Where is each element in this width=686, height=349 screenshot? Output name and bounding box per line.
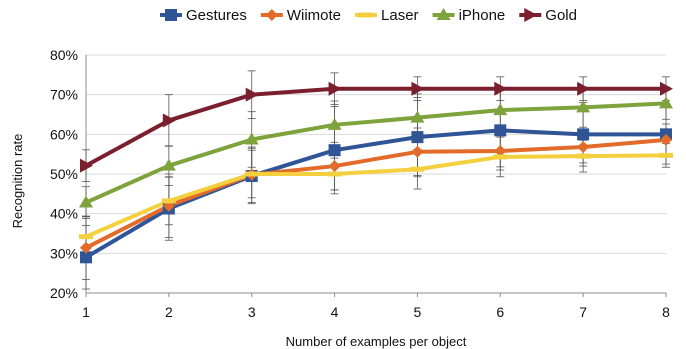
series-line: [85, 86, 666, 168]
arrow-marker: [245, 87, 259, 102]
y-tick-label: 50%: [50, 166, 78, 182]
triangle-marker: [576, 100, 591, 113]
x-tick-label: 6: [496, 304, 504, 320]
series-line: [85, 101, 667, 205]
x-tick-label: 4: [331, 304, 339, 320]
legend-label: Wiimote: [287, 7, 341, 24]
legend-label: Gestures: [186, 7, 247, 24]
triangle-marker: [327, 117, 342, 130]
arrow-marker: [524, 8, 538, 22]
triangle-marker: [79, 195, 93, 208]
arrow-marker: [80, 158, 93, 173]
arrow-marker: [660, 81, 673, 96]
legend-item: Wiimote: [260, 7, 341, 24]
y-axis-title: Recognition rate: [10, 134, 25, 229]
triangle-marker: [410, 110, 425, 123]
dash-marker: [161, 198, 176, 204]
diamond-marker: [577, 141, 590, 154]
x-tick-label: 5: [414, 304, 422, 320]
square-marker: [165, 9, 177, 21]
grid-lines: [86, 54, 666, 294]
dash-marker: [410, 166, 425, 172]
square-marker: [80, 251, 92, 264]
x-tick-label: 8: [662, 304, 670, 320]
legend-item: iPhone: [432, 7, 506, 24]
arrow-marker: [494, 81, 508, 96]
triangle-marker: [436, 8, 451, 20]
legend-item: Gold: [519, 7, 577, 24]
x-axis-title: Number of examples per object: [286, 334, 467, 349]
diamond-marker: [494, 144, 507, 157]
diamond-marker: [411, 145, 424, 158]
diamond-marker: [265, 9, 278, 21]
y-tick-label: 20%: [50, 285, 78, 301]
dash-marker: [327, 171, 342, 177]
arrow-marker: [162, 113, 176, 128]
square-marker: [411, 131, 424, 144]
square-marker: [577, 128, 590, 141]
square-marker: [328, 144, 341, 157]
legend-label: Gold: [545, 7, 577, 24]
legend-item: Gestures: [160, 7, 247, 24]
series-line: [84, 128, 666, 260]
dash-marker: [493, 154, 508, 160]
square-marker: [494, 124, 507, 137]
dash-marker: [244, 171, 259, 177]
x-tick-label: 1: [82, 304, 90, 320]
arrow-marker: [577, 81, 591, 96]
x-tick-label: 7: [579, 304, 587, 320]
diamond-marker: [328, 160, 341, 173]
series-lines: [84, 86, 667, 260]
series-markers: [79, 81, 673, 264]
legend-item: Laser: [355, 7, 419, 24]
series-line: [85, 153, 667, 239]
y-tick-label: 80%: [50, 47, 78, 63]
legend-label: iPhone: [459, 7, 506, 24]
legend-label: Laser: [381, 7, 419, 24]
triangle-marker: [244, 132, 259, 145]
dash-marker: [359, 12, 374, 18]
x-tick-label: 3: [248, 304, 256, 320]
arrow-marker: [411, 81, 425, 96]
diamond-marker: [660, 133, 672, 146]
dash-marker: [576, 153, 591, 159]
arrow-marker: [328, 81, 342, 96]
legend: Gestures Wiimote Laser iPhone Gold: [160, 7, 577, 24]
y-tick-label: 70%: [50, 87, 78, 103]
axes: 20% 30% 40% 50% 60% 70% 80% 1 2 3 4 5 6 7 8: [50, 47, 670, 320]
triangle-marker: [659, 96, 673, 109]
dash-marker: [659, 152, 673, 158]
y-tick-label: 40%: [50, 206, 78, 222]
dash-marker: [79, 234, 93, 240]
y-tick-label: 60%: [50, 126, 78, 142]
series-line: [85, 137, 667, 250]
triangle-marker: [161, 158, 176, 171]
y-tick-label: 30%: [50, 245, 78, 261]
triangle-marker: [493, 103, 508, 116]
x-tick-label: 2: [165, 304, 173, 320]
diamond-marker: [80, 241, 92, 254]
